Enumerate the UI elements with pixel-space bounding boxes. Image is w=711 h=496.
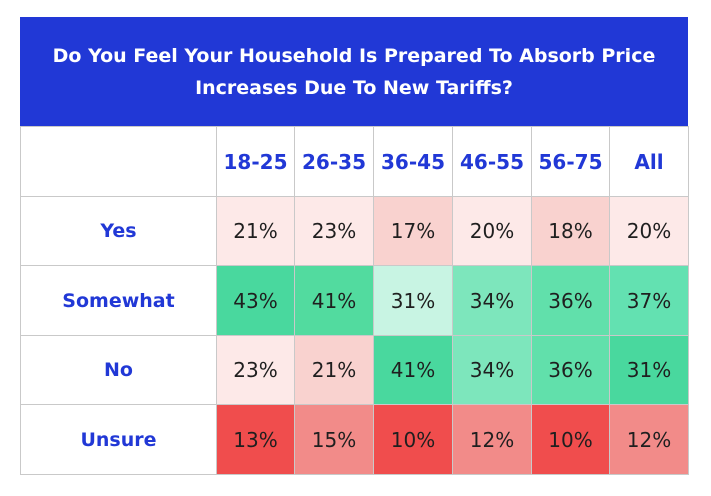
column-header: 56-75 bbox=[531, 126, 610, 197]
data-cell: 12% bbox=[452, 404, 532, 475]
data-cell: 43% bbox=[216, 265, 295, 336]
data-cell: 41% bbox=[294, 265, 374, 336]
data-cell: 31% bbox=[609, 335, 689, 405]
row-label: No bbox=[20, 335, 217, 405]
column-header: 26-35 bbox=[294, 126, 374, 197]
data-cell: 20% bbox=[609, 196, 689, 266]
data-cell: 21% bbox=[216, 196, 295, 266]
data-cell: 17% bbox=[373, 196, 453, 266]
column-header: 18-25 bbox=[216, 126, 295, 197]
data-cell: 37% bbox=[609, 265, 689, 336]
column-header: 46-55 bbox=[452, 126, 532, 197]
data-cell: 21% bbox=[294, 335, 374, 405]
data-cell: 31% bbox=[373, 265, 453, 336]
column-header: All bbox=[609, 126, 689, 197]
row-label: Unsure bbox=[20, 404, 217, 475]
data-cell: 18% bbox=[531, 196, 610, 266]
data-cell: 41% bbox=[373, 335, 453, 405]
data-cell: 36% bbox=[531, 335, 610, 405]
chart-title: Do You Feel Your Household Is Prepared T… bbox=[20, 17, 688, 126]
data-cell: 36% bbox=[531, 265, 610, 336]
data-cell: 10% bbox=[531, 404, 610, 475]
data-cell: 23% bbox=[216, 335, 295, 405]
corner-cell bbox=[20, 126, 217, 197]
data-cell: 34% bbox=[452, 335, 532, 405]
column-header: 36-45 bbox=[373, 126, 453, 197]
data-cell: 10% bbox=[373, 404, 453, 475]
data-cell: 13% bbox=[216, 404, 295, 475]
data-cell: 12% bbox=[609, 404, 689, 475]
row-label: Somewhat bbox=[20, 265, 217, 336]
data-cell: 34% bbox=[452, 265, 532, 336]
row-label: Yes bbox=[20, 196, 217, 266]
data-cell: 23% bbox=[294, 196, 374, 266]
data-cell: 15% bbox=[294, 404, 374, 475]
data-cell: 20% bbox=[452, 196, 532, 266]
